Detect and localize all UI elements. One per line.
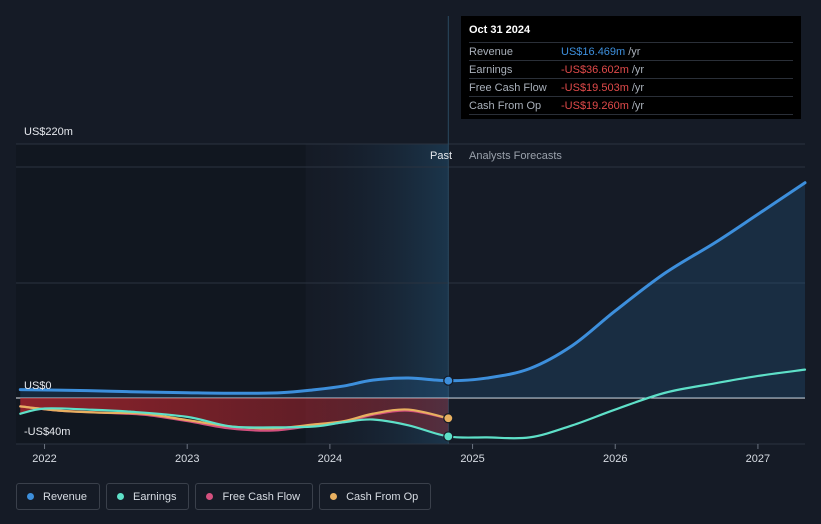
legend-label: Cash From Op: [346, 490, 419, 503]
x-tick-label: 2025: [460, 453, 484, 465]
x-axis-ticks: 2022 2023 2024 2025 2026 2027: [32, 444, 770, 465]
tooltip-value: -US$36.602m: [561, 63, 629, 76]
revenue-area: [20, 182, 806, 398]
tooltip-row-earnings: Earnings -US$36.602m /yr: [469, 60, 793, 78]
tooltip-unit: /yr: [631, 63, 645, 76]
area-fills: [20, 182, 806, 437]
x-tick-label: 2027: [746, 453, 770, 465]
legend: Revenue Earnings Free Cash Flow Cash Fro…: [16, 483, 432, 510]
legend-item-cash-from-op[interactable]: Cash From Op: [319, 483, 432, 510]
y-tick-label-bottom: -US$40m: [24, 426, 71, 438]
y-tick-label-zero: US$0: [24, 380, 52, 392]
tooltip-row-cfo: Cash From Op -US$19.260m /yr: [469, 96, 793, 115]
tooltip-label: Revenue: [469, 45, 514, 58]
legend-label: Free Cash Flow: [222, 490, 301, 503]
legend-dot-icon: [330, 493, 338, 500]
tooltip-unit: /yr: [628, 45, 641, 58]
cash-from-op-marker: [443, 413, 454, 424]
legend-label: Earnings: [133, 490, 177, 503]
earnings-line: [19, 368, 807, 440]
legend-item-revenue[interactable]: Revenue: [16, 483, 101, 510]
tooltip-date: Oct 31 2024: [469, 24, 531, 36]
loss-area: [20, 398, 449, 437]
tooltip-label: Cash From Op: [469, 99, 542, 112]
legend-label: Revenue: [43, 490, 88, 503]
past-region-shade: [305, 144, 449, 444]
tooltip-row-fcf: Free Cash Flow -US$19.503m /yr: [469, 78, 793, 96]
legend-dot-icon: [206, 493, 214, 500]
earnings-marker: [443, 431, 454, 442]
tooltip-label: Free Cash Flow: [469, 81, 547, 94]
legend-dot-icon: [27, 493, 34, 500]
tooltip: Oct 31 2024 Revenue US$16.469m /yr Earni…: [461, 16, 801, 119]
x-tick-label: 2023: [175, 453, 199, 465]
y-tick-label-top: US$220m: [24, 126, 73, 138]
past-label: Past: [430, 150, 453, 162]
tooltip-unit: /yr: [631, 81, 645, 94]
legend-item-earnings[interactable]: Earnings: [106, 483, 190, 510]
series-lines: [18, 181, 807, 442]
tooltip-value: -US$19.503m: [561, 81, 629, 94]
tooltip-row-revenue: Revenue US$16.469m /yr: [469, 42, 793, 60]
tooltip-label: Earnings: [469, 63, 513, 76]
revenue-marker: [443, 375, 454, 386]
x-tick-label: 2026: [603, 453, 627, 465]
tooltip-value: US$16.469m: [561, 45, 626, 58]
x-tick-label: 2022: [32, 453, 56, 465]
tooltip-value: -US$19.260m: [561, 99, 629, 112]
x-tick-label: 2024: [318, 453, 342, 465]
legend-dot-icon: [117, 493, 125, 500]
tooltip-unit: /yr: [631, 99, 645, 112]
legend-item-free-cash-flow[interactable]: Free Cash Flow: [195, 483, 314, 510]
revenue-line: [18, 181, 807, 395]
forecast-label: Analysts Forecasts: [469, 150, 562, 162]
